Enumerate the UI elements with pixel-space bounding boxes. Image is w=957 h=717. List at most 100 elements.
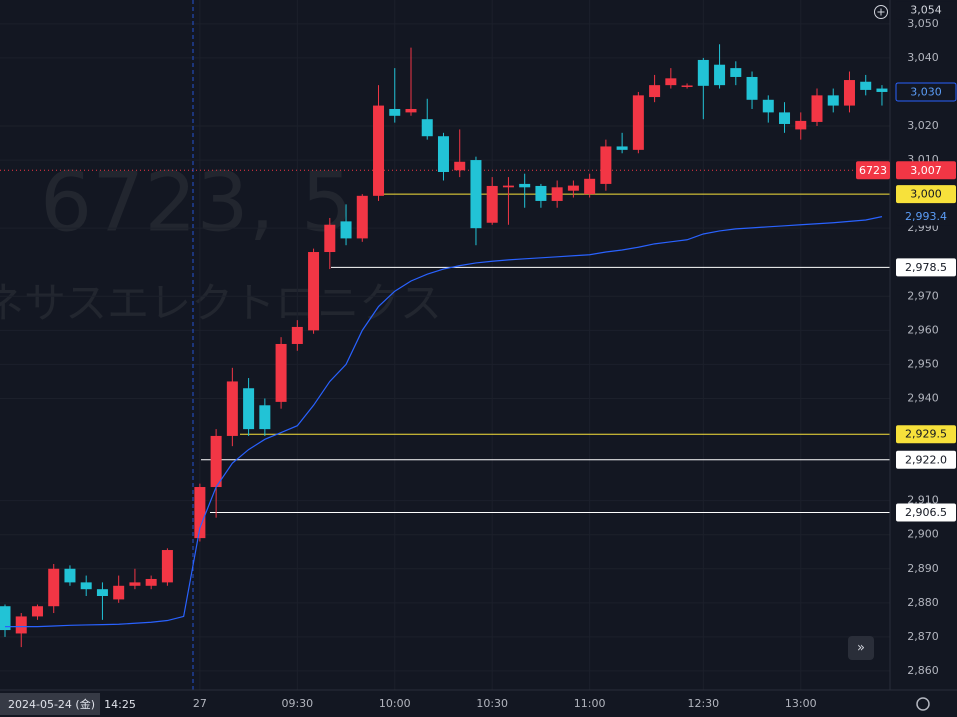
- vwap-label: 2,993.4: [905, 210, 947, 223]
- candle-body: [340, 221, 352, 239]
- y-tick-label: 3,050: [907, 17, 939, 30]
- x-tick-label: 12:30: [687, 697, 719, 710]
- candle-body: [567, 185, 579, 191]
- candle-body: [373, 105, 385, 196]
- y-tick-label: 2,870: [907, 630, 939, 643]
- vwap-label-bg: [896, 207, 956, 226]
- candle-body: [80, 582, 92, 590]
- candle-body: [876, 88, 888, 92]
- candle-body: [0, 606, 11, 631]
- candle-body: [584, 178, 596, 195]
- scroll-icon[interactable]: »: [857, 641, 865, 656]
- price-line-label-bg: [896, 425, 956, 444]
- y-tick-label: 2,880: [907, 596, 939, 609]
- price-line-label: 3,000: [910, 188, 942, 201]
- add-button[interactable]: [874, 5, 888, 19]
- vwap-line: [5, 216, 883, 628]
- candle-body: [96, 589, 108, 597]
- candle-body: [697, 59, 709, 86]
- candle-body: [860, 81, 872, 90]
- crosshair-date-bg: [0, 693, 100, 715]
- crosshair-time: 14:25: [104, 698, 136, 711]
- crosshair-price: 3,054: [910, 4, 942, 17]
- price-line-label-bg: [896, 450, 956, 469]
- candle-body: [665, 78, 677, 86]
- y-tick-label: 2,960: [907, 323, 939, 336]
- add-icon[interactable]: [877, 8, 885, 16]
- candle-body: [259, 405, 271, 430]
- y-tick-label: 2,950: [907, 357, 939, 370]
- candle-body: [324, 224, 336, 253]
- x-tick-label: 11:00: [574, 697, 606, 710]
- candle-body: [746, 76, 758, 100]
- y-tick-label: 2,890: [907, 562, 939, 575]
- candle-body: [762, 99, 774, 113]
- candle-body: [31, 606, 43, 617]
- candle-body: [616, 146, 628, 150]
- y-tick-label: 2,900: [907, 528, 939, 541]
- candle-body: [811, 95, 823, 122]
- candle-body: [275, 343, 287, 402]
- candle-body: [194, 487, 206, 539]
- candle-body: [795, 120, 807, 130]
- y-tick-label: 3,020: [907, 119, 939, 132]
- current-price-bg: [896, 161, 956, 180]
- symbol-badge-bg: [856, 161, 890, 180]
- watermark-name: ネサスエレクトロニクス: [0, 279, 442, 328]
- plot: [0, 44, 890, 648]
- candle-body: [714, 64, 726, 86]
- price-line-label-bg: [896, 503, 956, 522]
- candle-body: [632, 95, 644, 150]
- watermark-ticker: 6723, 5: [40, 155, 353, 250]
- y-tick-label: 2,860: [907, 664, 939, 677]
- candle-body: [308, 252, 320, 331]
- y-tick-label: 2,910: [907, 494, 939, 507]
- candle-body: [486, 185, 498, 223]
- candle-body: [470, 160, 482, 229]
- candle-body: [243, 388, 255, 430]
- candle-body: [64, 568, 76, 583]
- x-tick-label: 10:00: [379, 697, 411, 710]
- candle-body: [437, 136, 449, 172]
- candle-body: [15, 616, 27, 634]
- candle-body: [145, 578, 157, 586]
- candle-body: [389, 108, 401, 116]
- x-tick-label: 09:30: [281, 697, 313, 710]
- candle-body: [600, 146, 612, 184]
- crosshair-time-bg: [100, 693, 144, 715]
- candle-body: [129, 582, 141, 586]
- candle-body: [843, 80, 855, 106]
- candle-body: [226, 381, 238, 436]
- price-line-label: 2,906.5: [905, 506, 947, 519]
- x-tick-label: 10:30: [476, 697, 508, 710]
- candle-body: [551, 187, 563, 201]
- x-tick-label: 13:00: [785, 697, 817, 710]
- candle-body: [210, 435, 222, 488]
- candle-body: [291, 326, 303, 344]
- y-tick-label: 3,040: [907, 51, 939, 64]
- crosshair-date: 2024-05-24 (金): [8, 697, 95, 711]
- scroll-button[interactable]: [848, 636, 874, 660]
- candle-body: [779, 112, 791, 124]
- settings-button[interactable]: [916, 697, 930, 711]
- price-line-label: 2,922.0: [905, 453, 947, 466]
- last-price: 3,030: [910, 85, 942, 98]
- price-line-label: 2,978.5: [905, 261, 947, 274]
- candle-body: [113, 585, 125, 600]
- price-line-label: 2,929.5: [905, 428, 947, 441]
- last-price-bg: [895, 82, 957, 102]
- symbol-badge: 6723: [859, 164, 887, 177]
- candle-body: [48, 568, 60, 607]
- candle-body: [730, 68, 742, 77]
- candle-body: [502, 185, 514, 188]
- candle-body: [454, 161, 466, 171]
- candle-body: [356, 195, 368, 239]
- candle-body: [827, 95, 839, 106]
- candle-body: [535, 185, 547, 201]
- y-tick-label: 2,940: [907, 391, 939, 404]
- crosshair-price-bg: [896, 1, 956, 20]
